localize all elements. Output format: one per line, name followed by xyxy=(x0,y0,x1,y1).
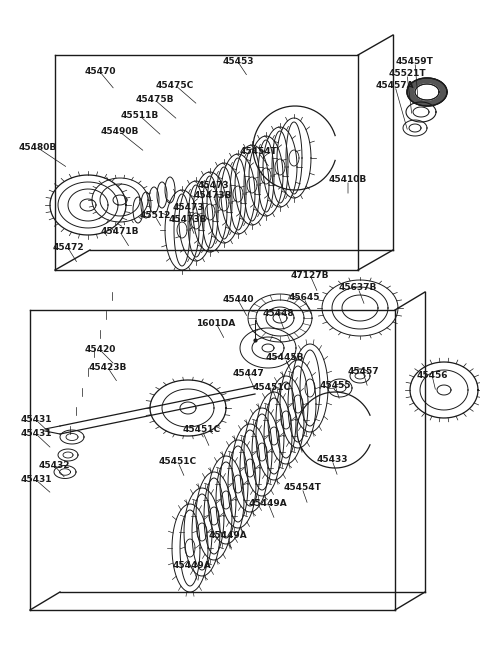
Text: 45475C: 45475C xyxy=(156,81,194,90)
Text: 45431: 45431 xyxy=(20,430,52,438)
Text: 45431: 45431 xyxy=(20,476,52,485)
Text: 45447: 45447 xyxy=(232,369,264,379)
Text: 45470: 45470 xyxy=(84,67,116,77)
Text: 45457A: 45457A xyxy=(376,81,414,90)
Text: 45451C: 45451C xyxy=(183,426,221,434)
Text: 45445B: 45445B xyxy=(266,354,304,362)
Text: 45449A: 45449A xyxy=(249,498,288,508)
Text: 45521T: 45521T xyxy=(388,69,426,79)
Text: 45472: 45472 xyxy=(52,244,84,252)
Text: 45459T: 45459T xyxy=(396,58,434,67)
Polygon shape xyxy=(407,78,447,106)
Text: 45431: 45431 xyxy=(20,415,52,424)
Text: 45471B: 45471B xyxy=(101,227,139,236)
Text: 45454T: 45454T xyxy=(283,483,321,493)
Polygon shape xyxy=(415,84,439,100)
Text: 45449A: 45449A xyxy=(173,561,211,569)
Text: 45453: 45453 xyxy=(222,58,254,67)
Text: 45457: 45457 xyxy=(347,367,379,377)
Text: 45473: 45473 xyxy=(172,204,204,212)
Text: 45456: 45456 xyxy=(416,371,448,379)
Text: 45420: 45420 xyxy=(84,345,116,354)
Text: 45475B: 45475B xyxy=(136,96,174,105)
Text: 45454T: 45454T xyxy=(239,147,277,157)
Text: 45433: 45433 xyxy=(316,455,348,464)
Text: 1601DA: 1601DA xyxy=(196,318,236,328)
Text: 45423B: 45423B xyxy=(89,364,127,373)
Text: 45451C: 45451C xyxy=(253,383,291,392)
Text: 45455: 45455 xyxy=(319,381,351,390)
Text: 45512: 45512 xyxy=(139,212,171,221)
Text: 45645: 45645 xyxy=(288,293,320,303)
Text: 45473: 45473 xyxy=(197,181,229,189)
Text: 47127B: 47127B xyxy=(291,271,329,280)
Text: 45637B: 45637B xyxy=(339,284,377,293)
Text: 45451C: 45451C xyxy=(159,457,197,466)
Text: 45473B: 45473B xyxy=(194,191,232,200)
Text: 45449A: 45449A xyxy=(209,531,247,540)
Text: 45480B: 45480B xyxy=(19,143,57,153)
Text: 45410B: 45410B xyxy=(329,176,367,185)
Text: 45448: 45448 xyxy=(262,309,294,318)
Text: 45490B: 45490B xyxy=(101,128,139,136)
Text: 45440: 45440 xyxy=(222,295,254,305)
Text: 45511B: 45511B xyxy=(121,111,159,121)
Text: 45432: 45432 xyxy=(38,460,70,470)
Text: 45473B: 45473B xyxy=(169,214,207,223)
